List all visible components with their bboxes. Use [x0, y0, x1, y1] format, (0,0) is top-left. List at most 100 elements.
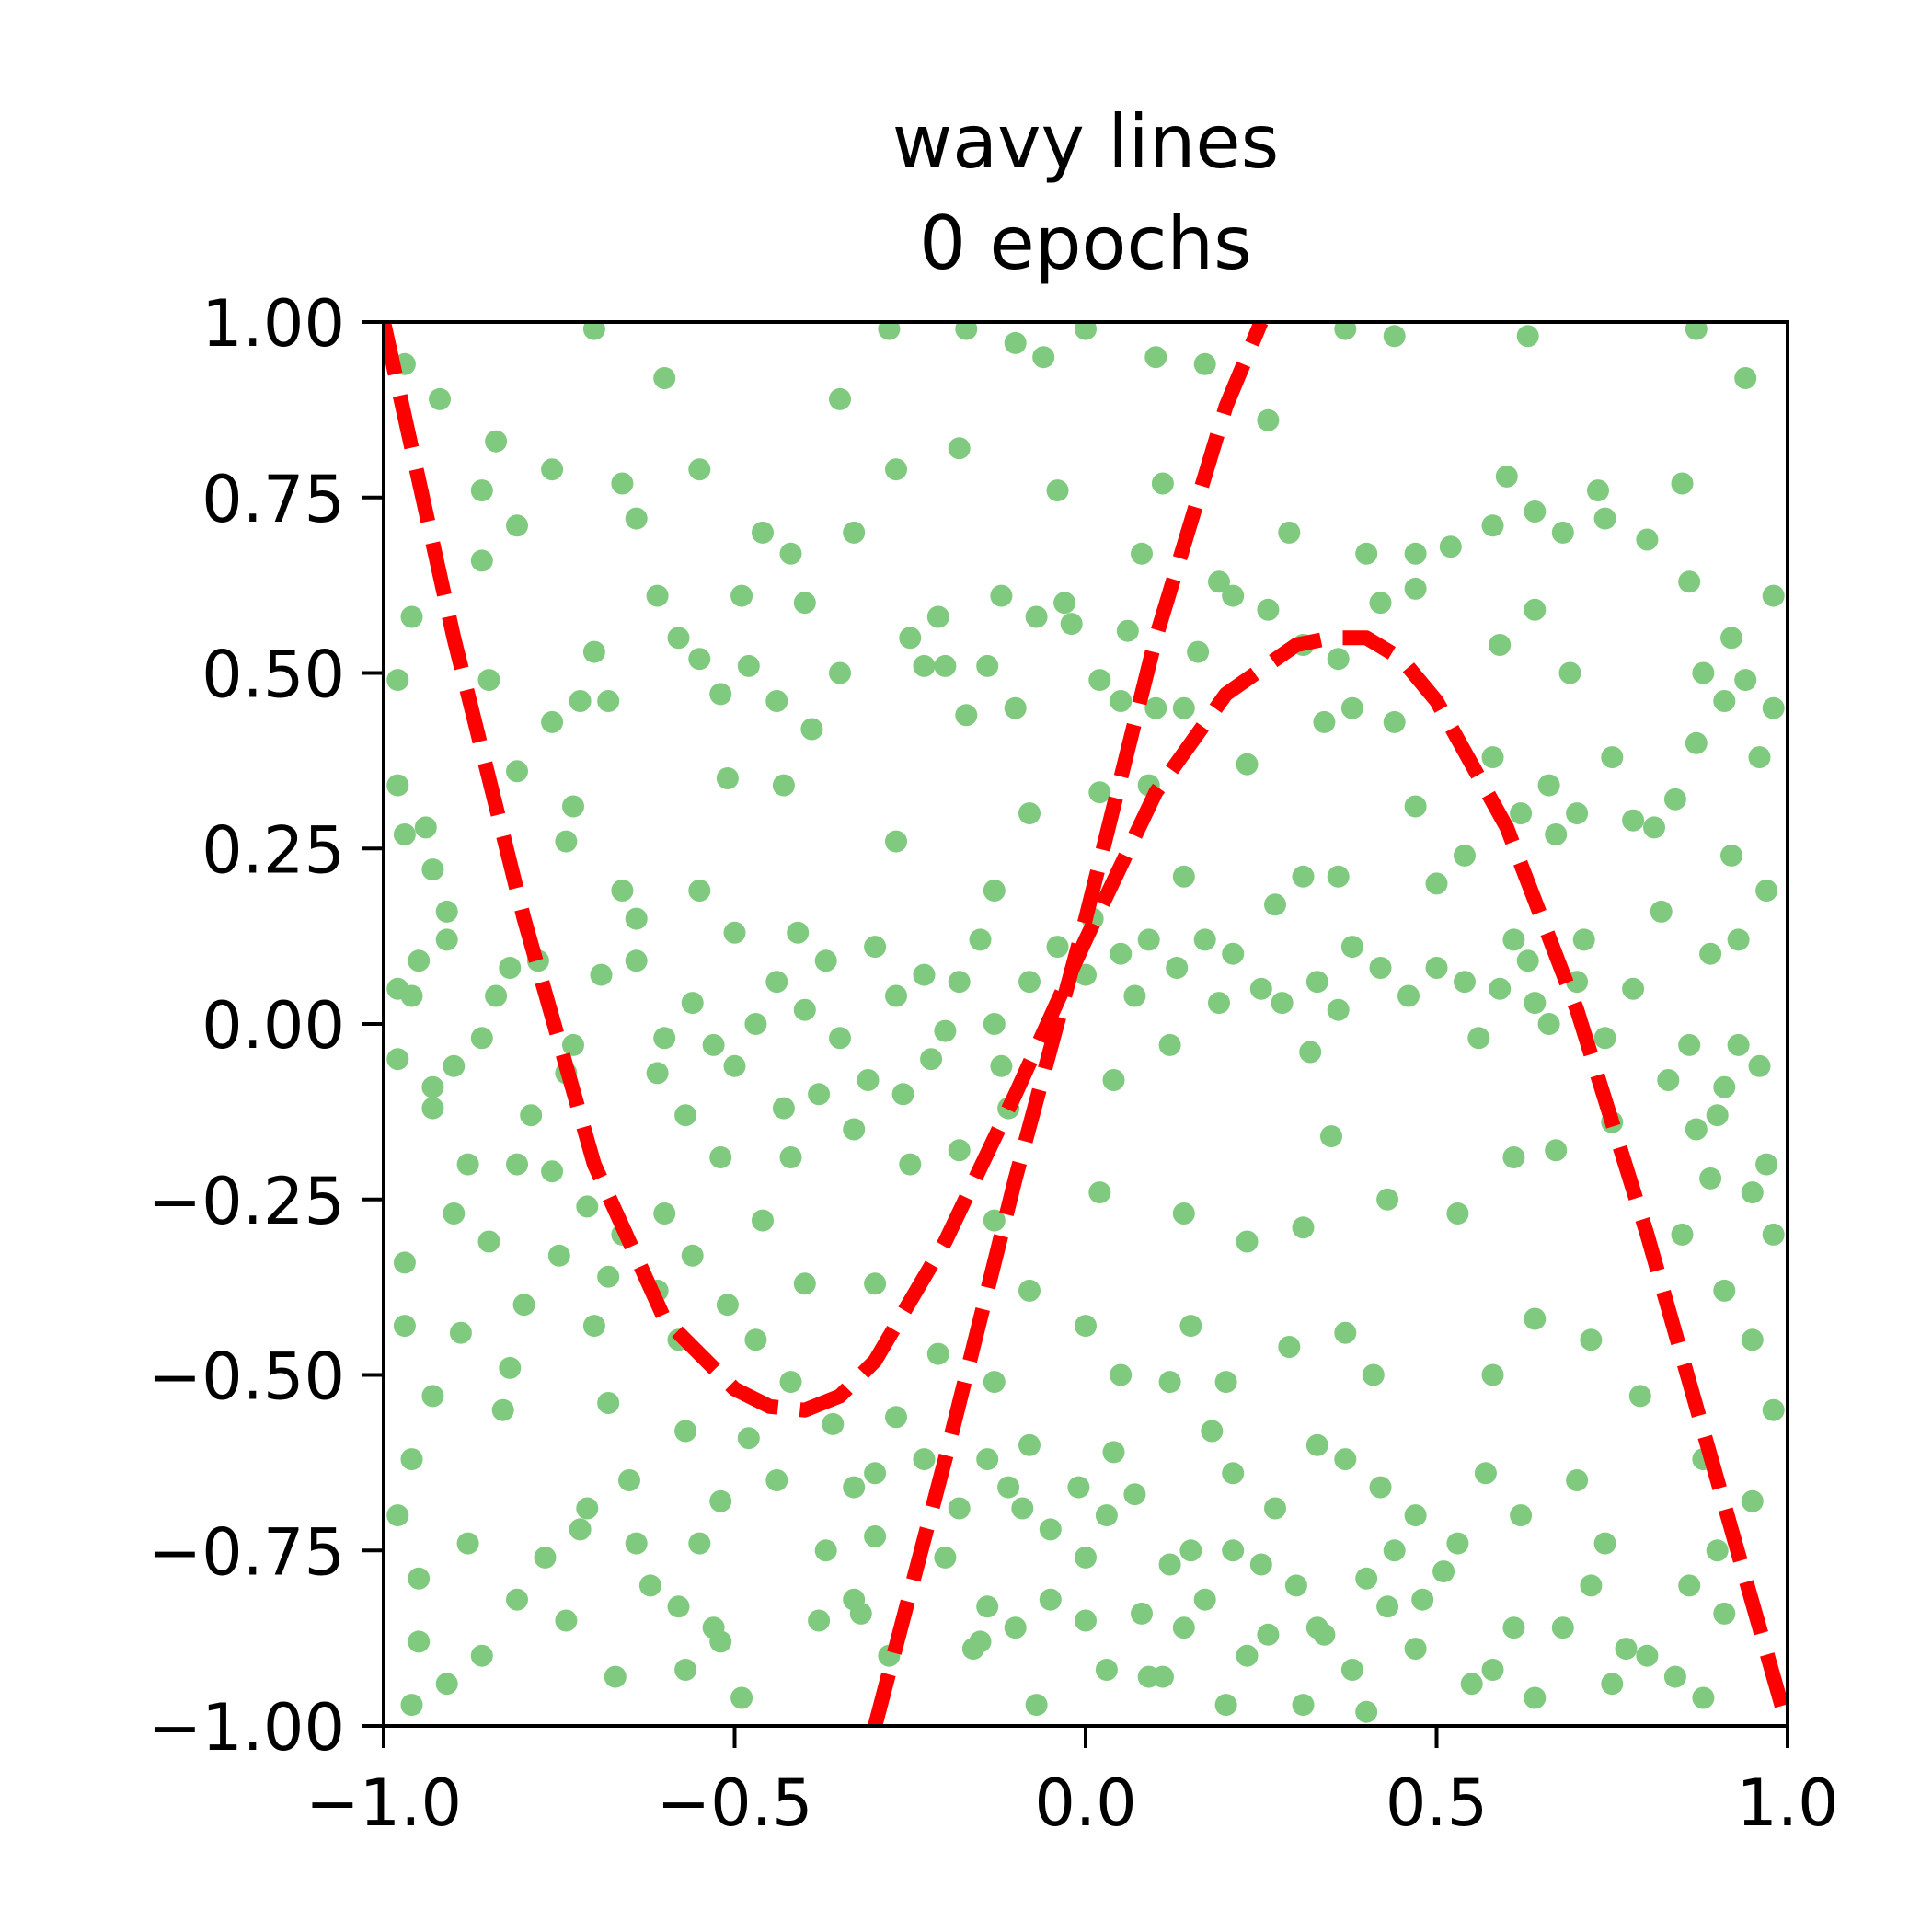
scatter-point [1622, 809, 1645, 832]
scatter-point [1305, 971, 1328, 994]
scatter-point [1524, 992, 1547, 1015]
scatter-point [1305, 1616, 1328, 1639]
scatter-point [506, 760, 528, 783]
scatter-point [1313, 710, 1336, 733]
scatter-point [1692, 1686, 1715, 1709]
scatter-point [1123, 1483, 1146, 1506]
scatter-point [1454, 971, 1476, 994]
scatter-point [1593, 1532, 1616, 1555]
scatter-point [716, 767, 739, 789]
scatter-point [1502, 1146, 1525, 1168]
scatter-point [421, 858, 444, 881]
scatter-point [1762, 1223, 1785, 1246]
scatter-point [582, 640, 605, 663]
scatter-point [1222, 1462, 1245, 1485]
scatter-point [443, 1054, 466, 1077]
scatter-point [386, 669, 409, 692]
scatter-point [1193, 928, 1216, 951]
scatter-point [1502, 928, 1525, 951]
scatter-point [1292, 865, 1315, 888]
axes: −1.0 −0.5 0.0 0.5 1.0 1.00 0.75 0.50 0.25 0.00 −0.… [147, 286, 1838, 1841]
scatter-point [1524, 500, 1547, 523]
scatter-point [1075, 1546, 1097, 1569]
scatter-point [1678, 1033, 1701, 1056]
scatter-point [485, 984, 508, 1007]
scatter-point [1004, 696, 1027, 719]
scatter-point [499, 1356, 522, 1379]
scatter-point [1425, 957, 1448, 979]
scatter-point [1004, 331, 1027, 354]
scatter-point [386, 1048, 409, 1071]
scatter-point [1249, 1553, 1272, 1576]
scatter-point [1158, 1371, 1181, 1394]
scatter-point [688, 648, 711, 671]
scatter-point [730, 584, 753, 607]
scatter-point [1615, 1638, 1638, 1661]
scatter-point [1137, 928, 1160, 951]
scatter-point [681, 992, 704, 1015]
scatter-point [421, 1075, 444, 1098]
scatter-point [1713, 690, 1736, 712]
scatter-point [744, 1013, 767, 1035]
scatter-point [1601, 1673, 1624, 1696]
scatter-point [443, 1202, 466, 1225]
scatter-point [688, 458, 711, 481]
chart-title-line-2: 0 epochs [919, 201, 1252, 286]
scatter-point [582, 322, 605, 340]
scatter-point [1628, 1385, 1651, 1408]
scatter-point [1545, 1139, 1568, 1162]
scatter-point [1762, 1398, 1785, 1421]
y-tick-label: 0.00 [201, 988, 345, 1064]
scatter-point [1193, 1588, 1216, 1611]
scatter-point [1222, 1539, 1245, 1562]
y-tick-label: −0.25 [147, 1164, 345, 1239]
scatter-point [653, 1027, 676, 1050]
scatter-point [625, 907, 648, 930]
scatter-point [618, 1469, 640, 1491]
scatter-point [1158, 1033, 1181, 1056]
scatter-point [435, 1673, 458, 1696]
scatter-point [1404, 795, 1427, 818]
scatter-point [1292, 1216, 1315, 1239]
scatter-point [1755, 880, 1778, 902]
scatter-point [414, 816, 437, 839]
scatter-point [1601, 746, 1624, 769]
scatter-point [709, 1489, 732, 1512]
scatter-point [1411, 1588, 1434, 1611]
scatter-point [737, 1427, 760, 1450]
scatter-point [1060, 613, 1083, 636]
scatter-point [1075, 322, 1097, 340]
scatter-point [752, 521, 774, 544]
scatter-point [1671, 472, 1694, 495]
scatter-point [646, 1062, 669, 1085]
scatter-point [400, 984, 423, 1007]
scatter-point [541, 710, 564, 733]
scatter-point [1383, 1539, 1406, 1562]
scatter-point [1088, 781, 1111, 804]
scatter-point [1734, 367, 1757, 389]
scatter-point [934, 1019, 957, 1042]
scatter-point [470, 549, 493, 572]
scatter-point [899, 627, 922, 650]
plot-area [384, 322, 1788, 1726]
y-tick-label: 0.75 [201, 462, 345, 537]
scatter-point [1383, 710, 1406, 733]
scatter-point [1369, 957, 1392, 979]
scatter-point [653, 367, 676, 389]
scatter-point [1334, 1321, 1357, 1344]
scatter-point [1551, 1616, 1574, 1639]
scatter-point [562, 795, 584, 818]
scatter-point [1593, 507, 1616, 530]
scatter-point [1249, 977, 1272, 1000]
scatter-point [1516, 949, 1539, 972]
scatter-point [1720, 844, 1742, 867]
scatter-point [1018, 1279, 1041, 1302]
scatter-point [1214, 1371, 1237, 1394]
scatter-point [737, 654, 760, 677]
scatter-point [793, 592, 816, 615]
scatter-point [983, 1209, 1006, 1232]
scatter-point [1172, 696, 1195, 719]
scatter-point [1187, 640, 1210, 663]
scatter-point [1755, 1153, 1778, 1176]
scatter-point [1397, 984, 1420, 1007]
